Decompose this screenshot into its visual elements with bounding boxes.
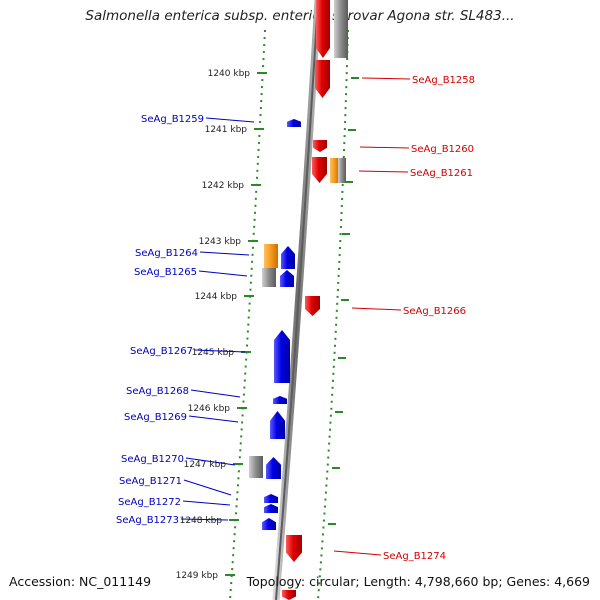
scale-tick-label: 1248 kbp: [180, 516, 223, 526]
gene-label-seag_b1269[interactable]: SeAg_B1269: [124, 412, 187, 423]
gene-label-seag_b1258[interactable]: SeAg_B1258: [412, 75, 475, 86]
gene-label-seag_b1273[interactable]: SeAg_B1273: [116, 515, 179, 526]
gene-label-seag_b1270[interactable]: SeAg_B1270: [121, 454, 184, 465]
label-leader: [188, 415, 239, 423]
scale-tick-label: 1242 kbp: [202, 181, 245, 191]
gene-reverse[interactable]: [264, 504, 278, 513]
gene-label-seag_b1271[interactable]: SeAg_B1271: [119, 476, 182, 487]
dna-backbone-core: [275, 0, 319, 600]
label-leader: [359, 146, 410, 149]
gene-label-seag_b1265[interactable]: SeAg_B1265: [134, 267, 197, 278]
label-leader: [199, 251, 250, 256]
label-leader: [361, 77, 411, 80]
pseudogene[interactable]: [262, 268, 276, 287]
rna-gene[interactable]: [264, 244, 278, 268]
scale-tick-label: 1244 kbp: [195, 292, 238, 302]
gene-reverse[interactable]: [262, 518, 276, 530]
gene-label-seag_b1274[interactable]: SeAg_B1274: [383, 551, 446, 562]
gene-forward[interactable]: [305, 296, 320, 316]
gene-label-seag_b1266[interactable]: SeAg_B1266: [403, 306, 466, 317]
gene-label-seag_b1259[interactable]: SeAg_B1259: [141, 114, 204, 125]
gene-forward[interactable]: [286, 535, 302, 562]
left-track-guide: [229, 29, 266, 600]
label-leader: [190, 389, 241, 398]
gene-reverse[interactable]: [287, 119, 301, 127]
gene-forward[interactable]: [316, 0, 330, 58]
scale-tick-label: 1245 kbp: [192, 348, 235, 358]
gene-reverse[interactable]: [274, 330, 290, 383]
label-leader: [358, 170, 409, 173]
gene-label-seag_b1268[interactable]: SeAg_B1268: [126, 386, 189, 397]
right-track-guide: [317, 29, 349, 600]
accession-text: Accession: NC_011149: [9, 574, 152, 589]
scale-tick-label: 1247 kbp: [184, 460, 227, 470]
label-leader: [333, 550, 382, 556]
scale-tick-label: 1249 kbp: [176, 571, 219, 581]
gene-label-seag_b1264[interactable]: SeAg_B1264: [135, 248, 198, 259]
gene-forward[interactable]: [313, 140, 327, 152]
gene-reverse[interactable]: [266, 457, 281, 479]
scale-tick-label: 1240 kbp: [208, 69, 251, 79]
pseudogene[interactable]: [334, 0, 348, 58]
gene-forward[interactable]: [315, 60, 330, 98]
scale-tick-label: 1243 kbp: [199, 237, 242, 247]
pseudogene[interactable]: [338, 158, 346, 183]
gene-label-seag_b1260[interactable]: SeAg_B1260: [411, 144, 474, 155]
gene-reverse[interactable]: [273, 396, 287, 404]
label-leader: [351, 307, 402, 311]
gene-reverse[interactable]: [270, 411, 285, 439]
pseudogene[interactable]: [249, 456, 263, 478]
label-leader: [182, 500, 231, 506]
label-leader: [198, 270, 248, 277]
gene-label-seag_b1267[interactable]: SeAg_B1267: [130, 346, 193, 357]
gene-reverse[interactable]: [264, 494, 278, 503]
gene-label-seag_b1261[interactable]: SeAg_B1261: [410, 168, 473, 179]
label-leader: [194, 349, 246, 353]
gene-reverse[interactable]: [281, 246, 295, 269]
gene-reverse[interactable]: [280, 270, 294, 287]
label-leader: [180, 518, 229, 521]
summary-text: Topology: circular; Length: 4,798,660 bp…: [246, 574, 590, 589]
label-leader: [183, 479, 232, 496]
gene-forward[interactable]: [312, 157, 327, 183]
gene-label-seag_b1272[interactable]: SeAg_B1272: [118, 497, 181, 508]
genome-title: Salmonella enterica subsp. enterica sero…: [85, 8, 515, 24]
label-leader: [205, 117, 255, 123]
gene-forward[interactable]: [282, 590, 296, 600]
label-leader: [185, 457, 236, 466]
scale-tick-label: 1246 kbp: [188, 404, 231, 414]
scale-tick-label: 1241 kbp: [205, 125, 248, 135]
rna-gene[interactable]: [330, 158, 339, 183]
